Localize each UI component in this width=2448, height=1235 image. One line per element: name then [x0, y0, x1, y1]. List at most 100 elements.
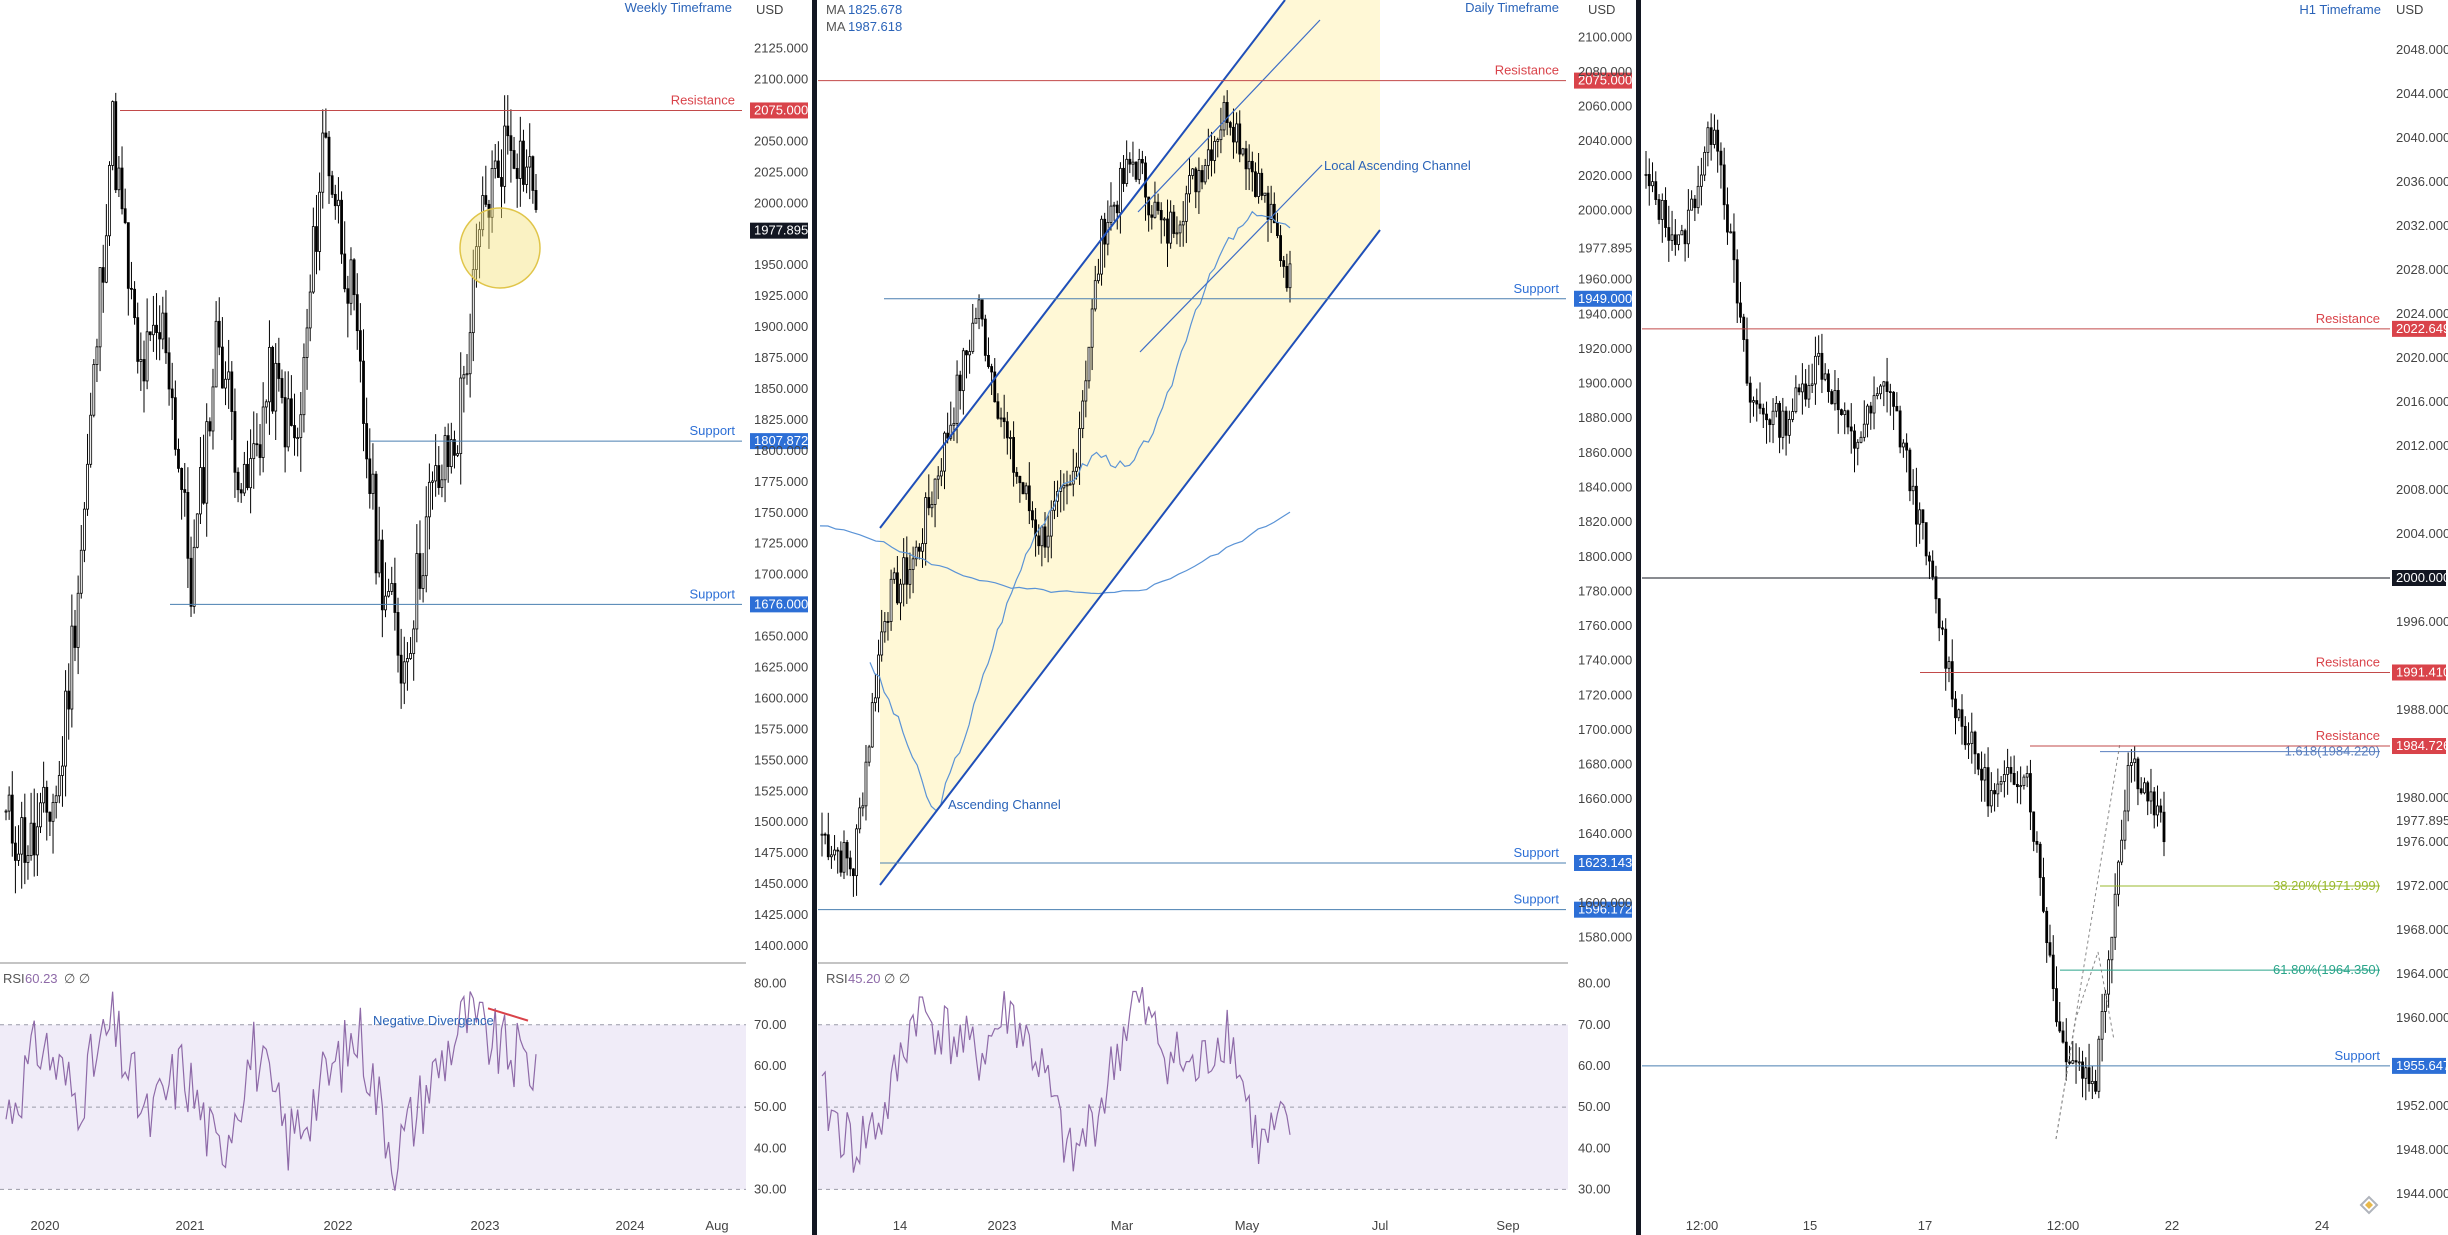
h1-candle [1836, 390, 1840, 411]
h1-candle [2130, 762, 2133, 766]
weekly-rsi-band [0, 1024, 746, 1190]
weekly-candle [283, 397, 287, 448]
weekly-tick-label: 1450.000 [754, 876, 808, 891]
daily-candle [996, 401, 1000, 419]
h1-candle [1986, 767, 1990, 807]
daily-candle [830, 854, 833, 858]
weekly-candle [98, 267, 102, 348]
h1-level-tag-bg [2392, 320, 2446, 337]
weekly-panel[interactable]: Resistance 2075.000 Support 1807.872 Support… [0, 0, 808, 1233]
daily-candle [1093, 280, 1097, 310]
h1-candle [1846, 410, 1850, 428]
weekly-candle [195, 513, 199, 548]
h1-price-axis: 2048.000 2044.000 2040.000 2036.000 2032.000… [2396, 42, 2448, 1201]
daily-candle [1263, 192, 1267, 196]
h1-candle [1859, 436, 1863, 443]
daily-candle [1228, 122, 1232, 128]
daily-candle [839, 850, 843, 873]
weekly-candle [506, 125, 510, 137]
weekly-candle [321, 132, 325, 193]
daily-tick-label: 2080.000 [1578, 64, 1632, 79]
h1-candle [1683, 230, 1687, 245]
h1-candle [1709, 127, 1713, 145]
weekly-candle [437, 465, 441, 488]
weekly-candle [76, 592, 80, 648]
weekly-tick-label: 1950.000 [754, 257, 808, 272]
ascending-channel-label: Ascending Channel [948, 797, 1061, 812]
weekly-candle [277, 362, 281, 379]
weekly-candle [17, 853, 20, 861]
negative-divergence-label: Negative Divergence [373, 1013, 494, 1028]
h1-candle [1944, 628, 1948, 669]
daily-candle [1250, 160, 1254, 173]
weekly-candle [456, 453, 459, 456]
weekly-candle [249, 458, 253, 489]
panel-divider-1[interactable] [812, 0, 817, 1235]
daily-rsi-tick: 70.00 [1578, 1017, 1611, 1032]
daily-rsi-tick: 80.00 [1578, 976, 1611, 991]
ascending-channel-upper[interactable] [879, 0, 1286, 529]
weekly-candle [340, 199, 343, 255]
weekly-candle [337, 199, 340, 207]
h1-candle [2055, 988, 2058, 1023]
daily-candle [1191, 168, 1195, 176]
h1-candle [1901, 442, 1905, 448]
h1-candle [1976, 753, 1980, 770]
weekly-level-tag: 1676.000 [754, 596, 808, 611]
weekly-tick-label: 1875.000 [754, 350, 808, 365]
h1-candle [1840, 409, 1843, 415]
daily-candle [933, 478, 937, 505]
daily-candle [1288, 263, 1292, 289]
daily-candle [908, 569, 912, 585]
h1-candle [1827, 373, 1830, 392]
daily-candle [1034, 519, 1037, 537]
h1-candle [2143, 782, 2146, 794]
daily-candle [880, 631, 884, 656]
h1-time-label: 24 [2315, 1218, 2329, 1233]
daily-tick-label: 2040.000 [1578, 133, 1632, 148]
weekly-candle [531, 156, 535, 191]
local-channel-upper[interactable] [1137, 19, 1321, 213]
daily-candle [1197, 170, 1201, 193]
daily-rsi-tick: 40.00 [1578, 1140, 1611, 1155]
panel-divider-2[interactable] [1636, 0, 1641, 1235]
daily-panel[interactable]: Resistance 2075.000 Support 1949.000 Support… [818, 0, 1632, 1233]
daily-level-tag-bg [1574, 901, 1632, 918]
weekly-candle [333, 193, 337, 207]
ascending-channel-lower[interactable] [879, 229, 1381, 886]
daily-candle [993, 371, 997, 403]
local-channel-lower[interactable] [1139, 164, 1323, 353]
weekly-candle [374, 473, 378, 574]
weekly-candle [61, 765, 64, 776]
h1-panel[interactable]: 1.618(1984.220) 38.20%(1971.999) 61.80%(19… [1642, 2, 2448, 1233]
weekly-candle [471, 269, 475, 334]
h1-tick-label: 1968.000 [2396, 922, 2448, 937]
daily-candle [1178, 224, 1182, 234]
h1-candle [2146, 782, 2150, 802]
weekly-rsi-line [5, 991, 537, 1191]
daily-candle [889, 578, 893, 622]
daily-candle [949, 424, 953, 439]
weekly-rsi-extra: ∅ ∅ [64, 971, 90, 986]
h1-candle [1915, 485, 1918, 525]
daily-candle [939, 470, 943, 477]
daily-time-axis: 14 2023 Mar May Jul Sep [893, 1218, 1520, 1233]
h1-candle [1947, 661, 1951, 669]
weekly-tick-label: 1400.000 [754, 938, 808, 953]
weekly-tick-label: 1900.000 [754, 319, 808, 334]
weekly-candle [465, 373, 469, 376]
weekly-candle [23, 817, 27, 863]
weekly-rsi-tick: 60.00 [754, 1058, 787, 1073]
h1-candle [1921, 509, 1925, 524]
daily-ma-slow-line [819, 511, 1291, 595]
weekly-tick-label: 1775.000 [754, 474, 808, 489]
h1-candle [1768, 419, 1772, 426]
weekly-level-tag: 1807.872 [754, 433, 808, 448]
daily-candle [977, 299, 981, 319]
h1-candle [1814, 355, 1817, 385]
h1-tick-label: 1952.000 [2396, 1098, 2448, 1113]
daily-candle [987, 354, 990, 367]
h1-level-tag: 1955.647 [2396, 1058, 2448, 1073]
daily-candle [1084, 380, 1088, 402]
weekly-price-axis: 2125.000 2100.000 2050.000 2025.000 2000.000… [754, 41, 808, 953]
